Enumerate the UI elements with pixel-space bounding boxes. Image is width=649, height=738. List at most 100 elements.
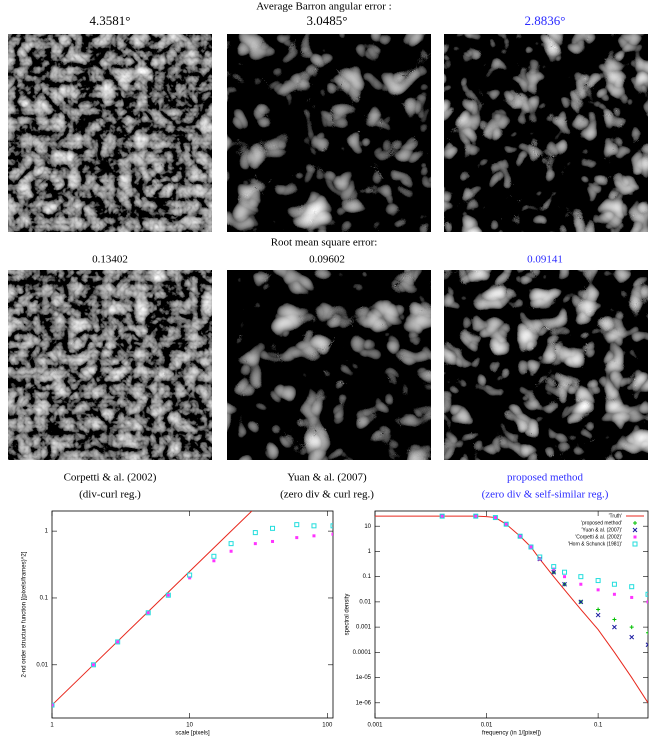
point [551,564,557,570]
point [252,530,258,536]
method-detail: (zero div & self-similar reg.) [482,489,609,501]
point [612,617,617,622]
point [166,593,170,597]
point [493,516,497,520]
point [52,702,55,708]
series-line [52,511,253,706]
legend-swatch [632,541,638,547]
error-map [8,270,212,460]
point [645,591,648,597]
error-value: 0.13402 [92,254,128,266]
point [188,576,192,580]
point [596,588,600,592]
point [646,600,648,604]
point [596,607,601,612]
y-axis-label: spectral density [345,594,351,636]
x-axis-label: scale [pixels] [175,731,210,737]
error-value: 4.3581° [90,13,131,28]
y-tick-label: 0.0001 [353,650,372,656]
point [629,625,634,630]
plot-area [52,511,333,708]
point [563,575,567,579]
point [612,624,617,630]
y-axis-label: 2-nd order structure function [(pixels/f… [22,551,28,677]
legend-label: 'Corpetti & al. (2002)' [575,534,622,540]
point [551,569,557,575]
point [645,642,648,648]
error-map [444,34,648,232]
point [165,592,171,598]
point [474,514,478,518]
point [270,525,276,531]
point [331,532,333,536]
point [630,595,634,599]
x-axis-label: frequency (in 1/[pixel]) [482,731,541,737]
y-tick-label: 0.01 [36,662,48,668]
point [52,703,54,707]
plot-frame [374,510,649,719]
point [612,592,616,596]
x-tick-label: 10 [186,723,193,729]
point [473,513,479,519]
point [646,630,648,635]
point [294,522,300,528]
point [518,534,522,538]
plot-area [375,513,648,704]
y-tick-label: 1e-06 [356,700,372,706]
point [253,542,257,546]
point [295,536,299,540]
error-map [227,270,431,460]
point [271,539,275,543]
legend-label: 'Yuan & al. (2007)' [581,527,622,533]
point [330,523,333,529]
error-map [8,34,212,232]
point [187,572,193,578]
error-value: 0.09602 [309,254,345,266]
plot-frame [51,510,334,719]
point [116,640,120,644]
error-map [444,270,648,460]
point [91,663,95,667]
point [439,513,445,519]
point [537,554,543,560]
point [562,581,567,587]
legend-label: 'Horn & Schunck (1981)' [568,541,622,547]
x-tick-label: 0.01 [481,723,493,729]
point [595,578,601,584]
series-line [375,515,648,704]
heading: Root mean square error: [271,237,378,249]
method-name: Yuan & al. (2007) [287,472,367,484]
legend-swatch [633,535,637,539]
point [529,545,533,549]
point [629,634,635,640]
error-value: 0.09141 [527,254,563,266]
y-tick-label: 0.1 [40,596,49,602]
point [504,522,508,526]
legend-label: 'Truth' [609,513,622,519]
point [578,599,584,605]
x-tick-label: 0.001 [367,723,383,729]
heading: Average Barron angular error : [256,1,391,13]
point [311,523,317,529]
point [611,581,617,587]
point [578,574,584,580]
legend-swatch [632,527,638,533]
point [595,612,601,618]
point [528,544,534,550]
y-tick-label: 0.1 [363,574,372,580]
point [503,521,509,527]
method-detail: (div-curl reg.) [79,489,141,501]
point [492,515,498,521]
point [211,553,217,559]
x-tick-label: 1 [50,723,54,729]
point [579,582,583,586]
point [212,559,216,563]
y-tick-label: 10 [364,524,371,530]
point [312,534,316,538]
point [146,611,150,615]
point [115,639,121,645]
method-name: proposed method [507,472,584,484]
point [517,533,523,539]
error-value: 3.0485° [307,13,348,28]
point [229,549,233,553]
